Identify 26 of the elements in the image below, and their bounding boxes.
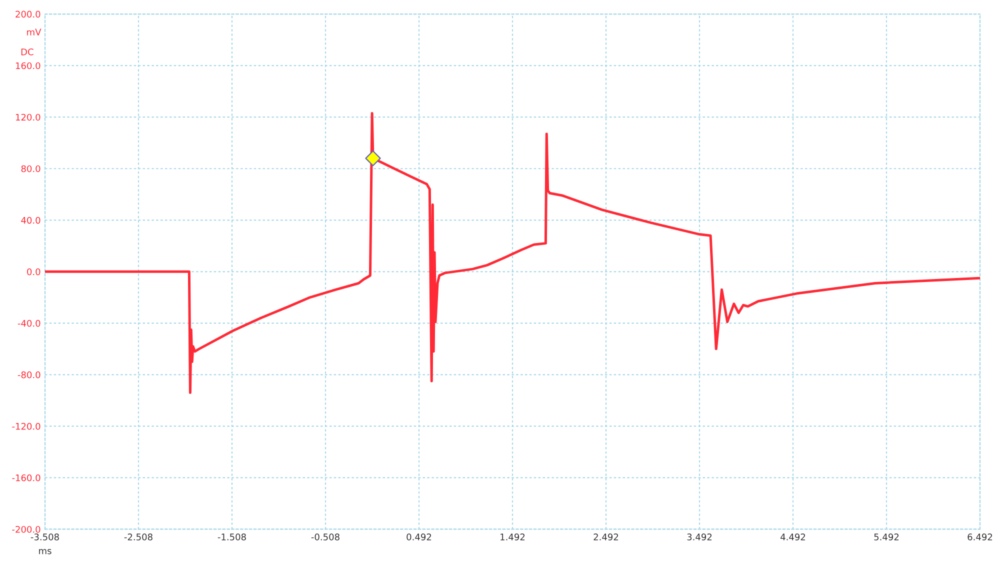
x-tick-label: -3.508 <box>30 534 59 540</box>
y-tick-label: -200.0 <box>12 526 40 533</box>
x-tick-label: 2.492 <box>594 534 618 540</box>
y-axis-title: mV <box>27 28 42 36</box>
x-tick-label: 3.492 <box>687 534 712 540</box>
x-tick-label: -2.508 <box>124 534 152 540</box>
y-tick-label: 160.0 <box>16 62 40 70</box>
x-axis-title: ms <box>39 549 52 554</box>
y-tick-label: -120.0 <box>12 422 40 430</box>
x-tick-label: 4.492 <box>780 534 806 540</box>
x-tick-label: -1.508 <box>218 534 246 540</box>
x-tick-label: 1.492 <box>500 534 525 540</box>
y-tick-label: 40.0 <box>21 216 40 224</box>
y-tick-label: 0.0 <box>27 268 40 276</box>
y-tick-label: 80.0 <box>21 165 40 172</box>
text: DC <box>21 48 34 56</box>
y-tick-label: -40.0 <box>18 320 40 327</box>
x-tick-label: -0.508 <box>311 534 340 540</box>
y-tick-label: -80.0 <box>18 371 40 378</box>
x-tick-label: 0.492 <box>406 534 432 540</box>
line-series <box>45 112 980 394</box>
x-tick-label: 6.492 <box>968 534 992 540</box>
y-tick-label: 120.0 <box>16 114 40 121</box>
y-tick-label: 200.0 <box>16 10 40 18</box>
x-tick-label: 5.492 <box>874 534 899 540</box>
y-tick-label: -160.0 <box>12 474 40 482</box>
